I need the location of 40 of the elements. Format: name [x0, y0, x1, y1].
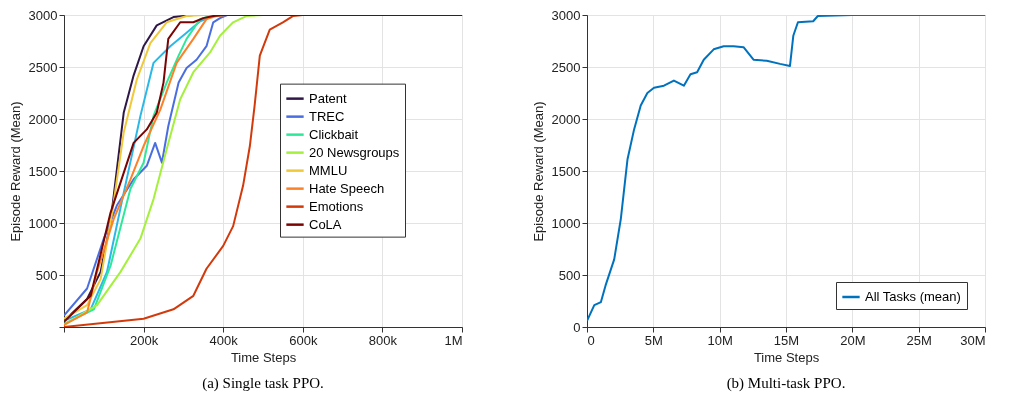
- legend-label: MMLU: [309, 162, 348, 178]
- x-tick-label: 10M: [707, 332, 733, 348]
- y-tick-label: 1500: [28, 163, 58, 179]
- y-tick-label: 2000: [28, 111, 58, 127]
- x-tick-label: 1M: [444, 332, 463, 348]
- x-tick-label: 5M: [644, 332, 663, 348]
- legend-label: Hate Speech: [309, 180, 385, 196]
- legend-label: Patent: [309, 90, 347, 106]
- legend-label: 20 Newsgroups: [309, 144, 400, 160]
- y-tick-label: 2000: [551, 111, 581, 127]
- x-axis-title: Time Steps: [753, 349, 820, 365]
- x-tick-label: 30M: [960, 332, 986, 348]
- x-tick-label: 800k: [368, 332, 398, 348]
- x-tick-label: 400k: [209, 332, 239, 348]
- text: (b) Multi-task PPO.: [726, 375, 846, 392]
- y-axis-title: Episode Reward (Mean): [7, 101, 23, 242]
- y-tick-label: 2500: [28, 59, 58, 75]
- x-tick-label: 0: [587, 332, 595, 348]
- legend-label: All Tasks (mean): [865, 289, 961, 304]
- legend-label: CoLA: [309, 216, 342, 232]
- x-tick-label: 15M: [773, 332, 800, 348]
- y-tick-label: 3000: [28, 7, 58, 23]
- legend-label: Emotions: [309, 198, 364, 214]
- legend-label: TREC: [309, 108, 345, 124]
- y-tick-label: 3000: [551, 7, 581, 23]
- x-tick-label: 200k: [130, 332, 159, 348]
- legend-label: Clickbait: [309, 126, 359, 142]
- x-tick-label: 600k: [289, 332, 318, 348]
- y-tick-label: 1500: [551, 163, 581, 179]
- x-axis-title: Time Steps: [230, 349, 297, 365]
- text: (a) Single task PPO.: [202, 375, 324, 392]
- y-tick-label: 500: [558, 267, 581, 283]
- y-tick-label: 0: [573, 319, 581, 335]
- x-tick-label: 20M: [840, 332, 866, 348]
- y-tick-label: 2500: [551, 59, 581, 75]
- x-tick-label: 25M: [906, 332, 932, 348]
- y-tick-label: 1000: [28, 215, 58, 231]
- y-tick-label: 500: [35, 267, 58, 283]
- y-axis-title: Episode Reward (Mean): [530, 101, 546, 242]
- y-tick-label: 1000: [551, 215, 581, 231]
